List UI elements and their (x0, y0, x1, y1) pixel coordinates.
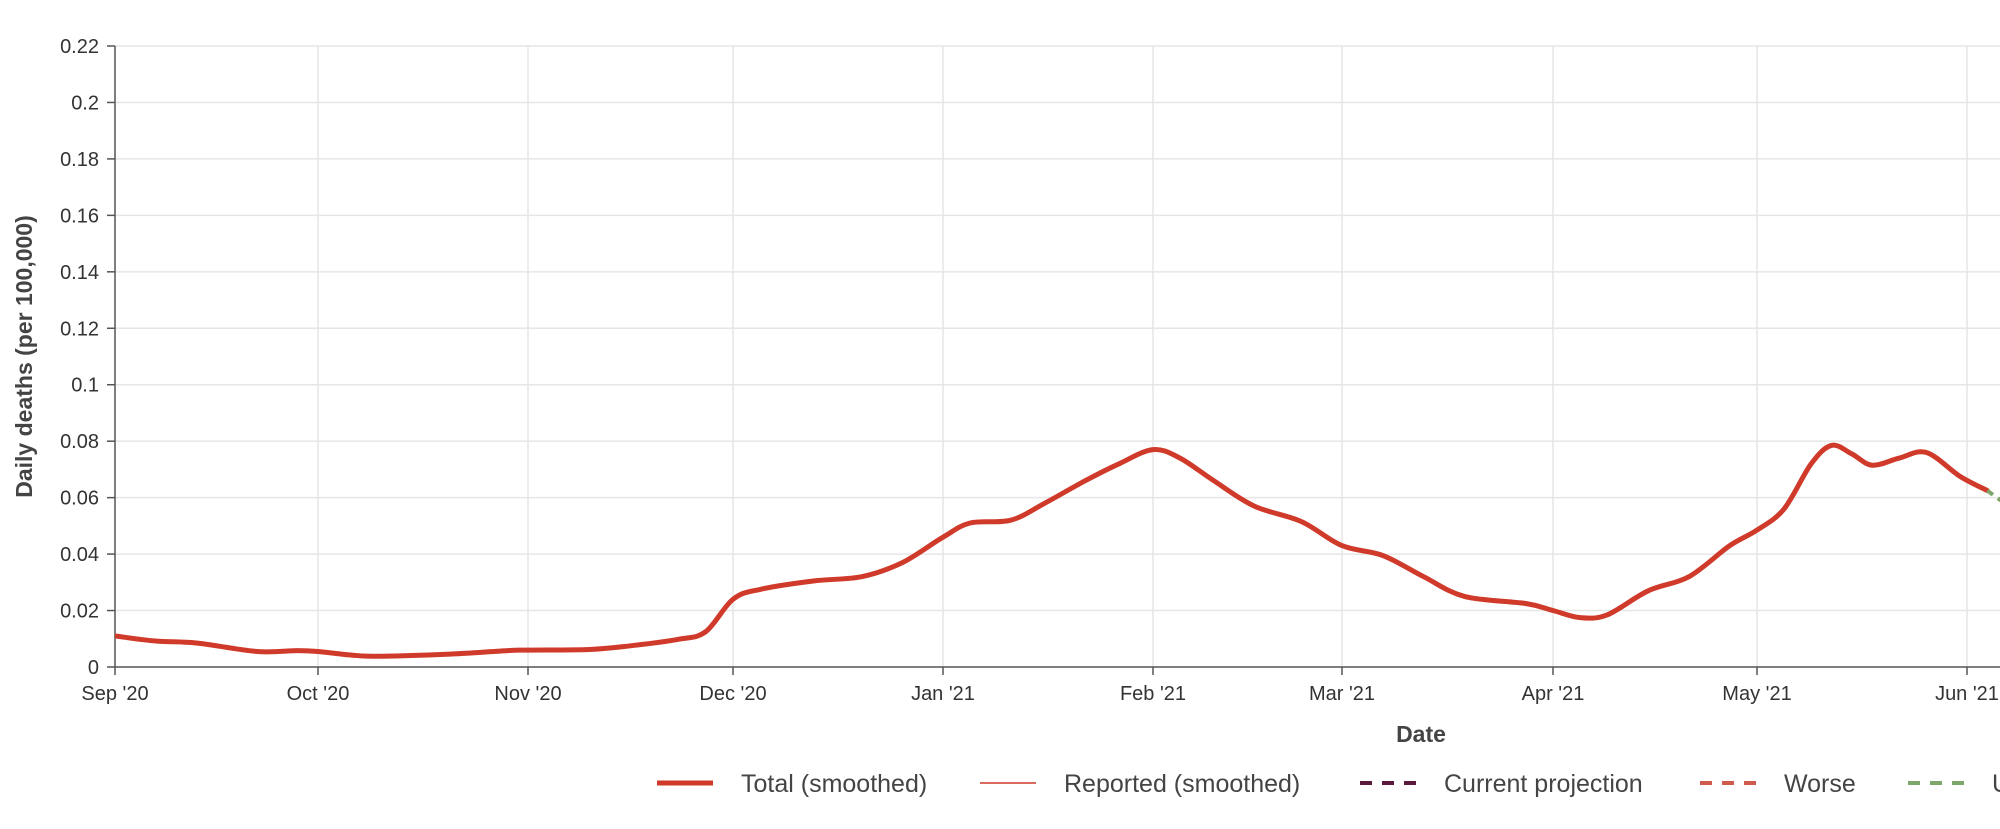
y-axis-title: Daily deaths (per 100,000) (11, 215, 37, 498)
y-tick-label: 0.18 (60, 149, 99, 171)
x-tick-label: Jan '21 (911, 683, 975, 705)
y-tick-label: 0.2 (71, 92, 99, 114)
x-tick-label: Apr '21 (1522, 683, 1585, 705)
y-tick-label: 0.14 (60, 262, 99, 284)
y-tick-label: 0.08 (60, 431, 99, 453)
y-tick-label: 0.04 (60, 544, 99, 566)
legend-label-u: U (1992, 770, 2000, 798)
y-tick-label: 0.12 (60, 318, 99, 340)
legend: Total (smoothed) Reported (smoothed) Curre… (657, 770, 2000, 798)
y-tick-label: 0 (88, 657, 99, 679)
legend-label-total-smoothed: Total (smoothed) (741, 770, 927, 798)
grid-lines (115, 45, 2000, 667)
data-series (115, 442, 2000, 659)
y-tick-label: 0.02 (60, 601, 99, 623)
y-tick-label: 0.22 (60, 36, 99, 58)
x-tick-label: May '21 (1722, 683, 1791, 705)
x-axis-title: Date (1396, 721, 1446, 747)
axes (107, 45, 2000, 675)
legend-label-reported-smoothed: Reported (smoothed) (1064, 770, 1300, 798)
x-tick-label: Mar '21 (1309, 683, 1375, 705)
x-tick-label: Dec '20 (699, 683, 766, 705)
y-tick-label: 0.06 (60, 488, 99, 510)
x-tick-label: Sep '20 (81, 683, 148, 705)
y-tick-label: 0.16 (60, 205, 99, 227)
x-tick-label: Feb '21 (1120, 683, 1186, 705)
legend-label-worse: Worse (1784, 770, 1856, 798)
x-tick-label: Nov '20 (494, 683, 561, 705)
y-tick-label: 0.1 (71, 375, 99, 397)
series-line-u (1986, 488, 2000, 503)
x-tick-label: Oct '20 (287, 683, 350, 705)
x-tick-label: Jun '21 (1935, 683, 1999, 705)
tick-labels: 0 0.02 0.04 0.06 0.08 0.1 0.12 0.14 0.16 0.18 0.2 0… (60, 36, 1999, 705)
series-line-total-smoothed (115, 442, 1990, 659)
legend-label-current-projection: Current projection (1444, 770, 1643, 798)
